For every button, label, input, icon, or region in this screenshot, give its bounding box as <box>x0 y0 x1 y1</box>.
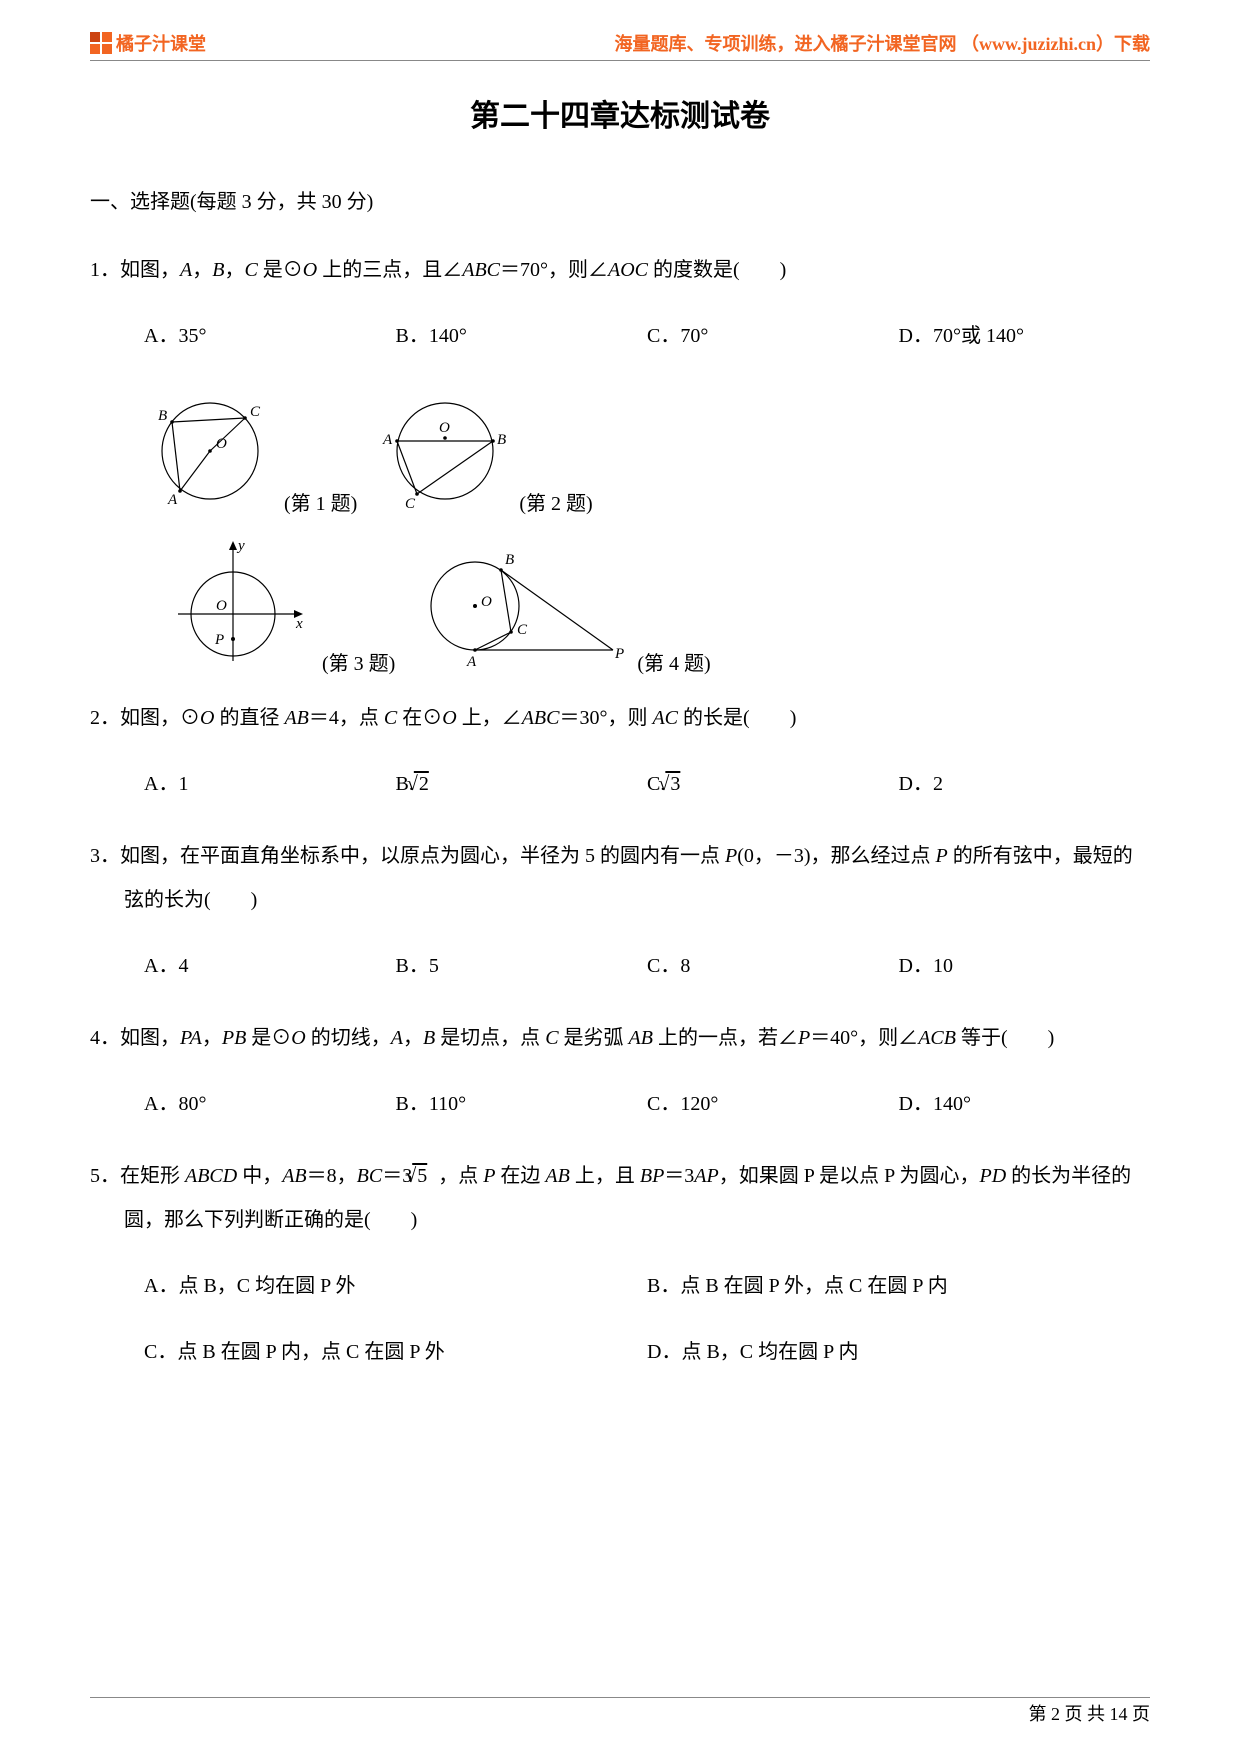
q1-choice-b: B．140° <box>396 314 648 358</box>
figure-3: y x O P (第 3 题) <box>168 536 395 676</box>
section-1-header: 一、选择题(每题 3 分，共 30 分) <box>90 185 1150 214</box>
q4-choice-c: C．120° <box>647 1082 899 1126</box>
figures-row-2: y x O P (第 3 题) O B A C <box>140 536 1150 676</box>
q1-choice-c: C．70° <box>647 314 899 358</box>
page-title: 第二十四章达标测试卷 <box>90 91 1150 135</box>
q2-choice-d: D．2 <box>899 762 1151 806</box>
svg-text:A: A <box>382 432 393 448</box>
svg-text:x: x <box>295 616 303 632</box>
q3-choice-c: C．8 <box>647 944 899 988</box>
svg-text:P: P <box>214 632 224 648</box>
question-2: 2．如图，⊙O 的直径 AB＝4，点 C 在⊙O 上，∠ABC＝30°，则 AC… <box>90 696 1150 806</box>
page-footer: 第 2 页 共 14 页 <box>90 1697 1150 1726</box>
q4-choice-a: A．80° <box>144 1082 396 1126</box>
svg-text:O: O <box>481 594 492 610</box>
svg-text:y: y <box>236 538 245 554</box>
header-tagline: 海量题库、专项训练，进入橘子汁课堂官网 （www.juzizhi.cn）下载 <box>615 30 1151 56</box>
logo-icon <box>90 32 112 54</box>
figure-1: O B C A (第 1 题) <box>140 386 357 516</box>
q3-choice-b: B．5 <box>396 944 648 988</box>
q2-choices: A．1 B. 2√ C. 3√ D．2 <box>144 762 1150 806</box>
q3-choice-a: A．4 <box>144 944 396 988</box>
q5-choices: A．点 B，C 均在圆 P 外 B．点 B 在圆 P 外，点 C 在圆 P 内 … <box>144 1264 1150 1396</box>
svg-text:B: B <box>505 552 514 568</box>
brand-logo: 橘子汁课堂 <box>90 30 206 56</box>
figure-1-caption: (第 1 题) <box>284 487 357 516</box>
figure-4: O B A C P (第 4 题) <box>413 536 710 676</box>
figure-3-caption: (第 3 题) <box>322 647 395 676</box>
q5-choice-d: D．点 B，C 均在圆 P 内 <box>647 1330 1150 1374</box>
svg-text:B: B <box>158 408 167 424</box>
question-3: 3．如图，在平面直角坐标系中，以原点为圆心，半径为 5 的圆内有一点 P(0，－… <box>90 834 1150 988</box>
q2-choice-c: C. 3√ <box>647 762 899 806</box>
question-5: 5．在矩形 ABCD 中，AB＝8，BC＝3 5√，点 P 在边 AB 上，且 … <box>90 1154 1150 1396</box>
svg-text:C: C <box>405 496 416 512</box>
q2-stem: 2．如图，⊙O 的直径 AB＝4，点 C 在⊙O 上，∠ABC＝30°，则 AC… <box>124 696 1150 740</box>
q5-choice-a: A．点 B，C 均在圆 P 外 <box>144 1264 647 1308</box>
q5-stem: 5．在矩形 ABCD 中，AB＝8，BC＝3 5√，点 P 在边 AB 上，且 … <box>124 1154 1150 1242</box>
q3-choice-d: D．10 <box>899 944 1151 988</box>
q3-stem: 3．如图，在平面直角坐标系中，以原点为圆心，半径为 5 的圆内有一点 P(0，－… <box>124 834 1150 922</box>
q2-choice-b: B. 2√ <box>396 762 648 806</box>
svg-text:B: B <box>497 432 506 448</box>
q1-choice-a: A．35° <box>144 314 396 358</box>
page-header: 橘子汁课堂 海量题库、专项训练，进入橘子汁课堂官网 （www.juzizhi.c… <box>90 30 1150 61</box>
q4-choices: A．80° B．110° C．120° D．140° <box>144 1082 1150 1126</box>
q1-stem: 1．如图，A，B，C 是⊙O 上的三点，且∠ABC＝70°，则∠AOC 的度数是… <box>124 248 1150 292</box>
q4-stem: 4．如图，PA，PB 是⊙O 的切线，A，B 是切点，点 C 是劣弧 AB 上的… <box>124 1016 1150 1060</box>
question-1: 1．如图，A，B，C 是⊙O 上的三点，且∠ABC＝70°，则∠AOC 的度数是… <box>90 248 1150 358</box>
svg-text:C: C <box>250 404 261 420</box>
q4-choice-d: D．140° <box>899 1082 1151 1126</box>
svg-text:O: O <box>439 420 450 436</box>
svg-text:A: A <box>167 492 178 508</box>
svg-text:C: C <box>517 622 528 638</box>
q5-choice-b: B．点 B 在圆 P 外，点 C 在圆 P 内 <box>647 1264 1150 1308</box>
q4-choice-b: B．110° <box>396 1082 648 1126</box>
brand-text: 橘子汁课堂 <box>116 30 206 56</box>
svg-text:O: O <box>216 598 227 614</box>
figures-row-1: O B C A (第 1 题) O A B <box>140 386 1150 516</box>
figure-2: O A B C (第 2 题) <box>375 386 592 516</box>
q2-choice-a: A．1 <box>144 762 396 806</box>
q1-choices: A．35° B．140° C．70° D．70°或 140° <box>144 314 1150 358</box>
q5-choice-c: C．点 B 在圆 P 内，点 C 在圆 P 外 <box>144 1330 647 1374</box>
svg-text:P: P <box>614 646 624 662</box>
svg-text:A: A <box>466 654 477 670</box>
q3-choices: A．4 B．5 C．8 D．10 <box>144 944 1150 988</box>
figure-4-caption: (第 4 题) <box>637 647 710 676</box>
q1-choice-d: D．70°或 140° <box>899 314 1151 358</box>
question-4: 4．如图，PA，PB 是⊙O 的切线，A，B 是切点，点 C 是劣弧 AB 上的… <box>90 1016 1150 1126</box>
figure-2-caption: (第 2 题) <box>519 487 592 516</box>
